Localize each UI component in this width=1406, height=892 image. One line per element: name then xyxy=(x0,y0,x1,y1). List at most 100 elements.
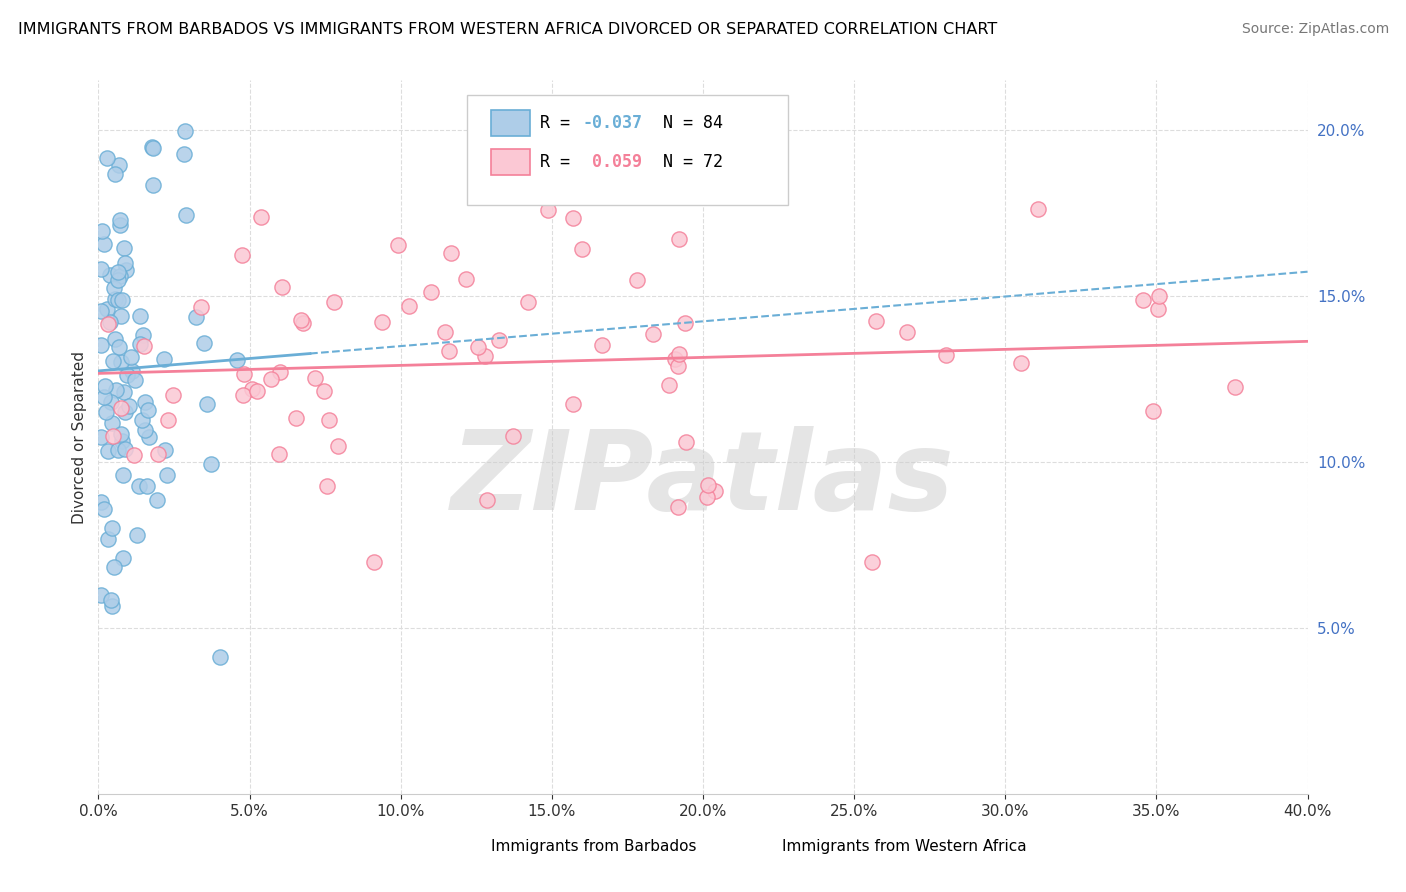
Point xyxy=(1010,356,1032,370)
Point xyxy=(93,390,115,404)
Point xyxy=(104,332,127,346)
Point xyxy=(132,339,155,353)
Point xyxy=(146,447,169,461)
Point xyxy=(250,210,273,224)
Point xyxy=(190,301,212,315)
Point xyxy=(128,479,150,493)
Point xyxy=(246,384,269,398)
FancyBboxPatch shape xyxy=(492,150,530,175)
Point xyxy=(398,299,420,313)
Point xyxy=(112,384,135,399)
Point xyxy=(475,492,498,507)
Point xyxy=(658,377,681,392)
Point xyxy=(101,599,124,613)
Point xyxy=(129,337,152,351)
Point xyxy=(138,430,160,444)
Point xyxy=(643,327,665,342)
Point xyxy=(419,285,441,299)
Point xyxy=(96,151,118,165)
Text: N = 72: N = 72 xyxy=(643,153,723,171)
Point xyxy=(110,293,132,307)
Point xyxy=(100,593,122,607)
Point xyxy=(90,304,112,318)
FancyBboxPatch shape xyxy=(453,835,484,860)
Point xyxy=(440,245,463,260)
Point xyxy=(141,141,163,155)
Point xyxy=(162,388,184,402)
Point xyxy=(136,479,159,493)
Point xyxy=(537,202,560,217)
Point xyxy=(111,434,134,449)
Point xyxy=(434,325,457,339)
Point xyxy=(156,413,179,427)
Point xyxy=(668,347,690,361)
Point xyxy=(673,316,696,330)
Point xyxy=(97,317,120,331)
Text: 0.059: 0.059 xyxy=(582,153,643,171)
Point xyxy=(120,350,142,364)
Point xyxy=(101,520,124,534)
Point xyxy=(90,588,112,602)
Point xyxy=(664,352,686,367)
Point xyxy=(104,292,127,306)
Point xyxy=(93,237,115,252)
Point xyxy=(387,238,409,252)
Point xyxy=(114,405,136,419)
Point xyxy=(267,447,290,461)
Point xyxy=(98,268,121,282)
Point xyxy=(114,256,136,270)
Point xyxy=(1146,302,1168,317)
Point xyxy=(134,423,156,437)
Point xyxy=(675,435,697,450)
Point xyxy=(502,429,524,443)
Point xyxy=(666,359,689,373)
Point xyxy=(326,439,349,453)
FancyBboxPatch shape xyxy=(467,95,787,205)
Point xyxy=(90,337,112,351)
Text: Immigrants from Western Africa: Immigrants from Western Africa xyxy=(782,839,1026,855)
Point xyxy=(128,310,150,324)
Point xyxy=(103,281,125,295)
Point xyxy=(371,315,394,329)
Point xyxy=(132,328,155,343)
Point xyxy=(107,265,129,279)
Point xyxy=(1142,404,1164,418)
Point xyxy=(90,495,112,509)
Point xyxy=(97,443,120,458)
Point xyxy=(134,394,156,409)
Point xyxy=(153,351,176,366)
Point xyxy=(591,338,613,352)
Point xyxy=(454,272,477,286)
Point xyxy=(104,167,127,181)
Point xyxy=(225,352,247,367)
Point xyxy=(141,140,163,154)
Point xyxy=(115,262,138,277)
Point xyxy=(156,467,179,482)
Point xyxy=(94,405,117,419)
Point xyxy=(668,231,690,245)
Point xyxy=(117,368,139,382)
Point xyxy=(561,211,583,226)
Y-axis label: Divorced or Separated: Divorced or Separated xyxy=(72,351,87,524)
Text: N = 84: N = 84 xyxy=(643,114,723,132)
Text: R =: R = xyxy=(540,153,579,171)
FancyBboxPatch shape xyxy=(742,835,775,860)
Point xyxy=(110,426,132,441)
Point xyxy=(108,213,131,227)
Point xyxy=(121,363,143,377)
Point xyxy=(1132,293,1154,307)
Point xyxy=(155,443,177,458)
Point xyxy=(107,273,129,287)
Point xyxy=(127,527,149,541)
Point xyxy=(103,560,125,574)
Point xyxy=(103,429,125,443)
FancyBboxPatch shape xyxy=(492,111,530,136)
Point xyxy=(269,365,291,379)
Point xyxy=(562,397,585,411)
Point xyxy=(184,310,207,325)
Point xyxy=(363,555,385,569)
Point xyxy=(101,353,124,368)
Text: Source: ZipAtlas.com: Source: ZipAtlas.com xyxy=(1241,22,1389,37)
Point xyxy=(488,333,510,347)
Point xyxy=(90,430,112,444)
